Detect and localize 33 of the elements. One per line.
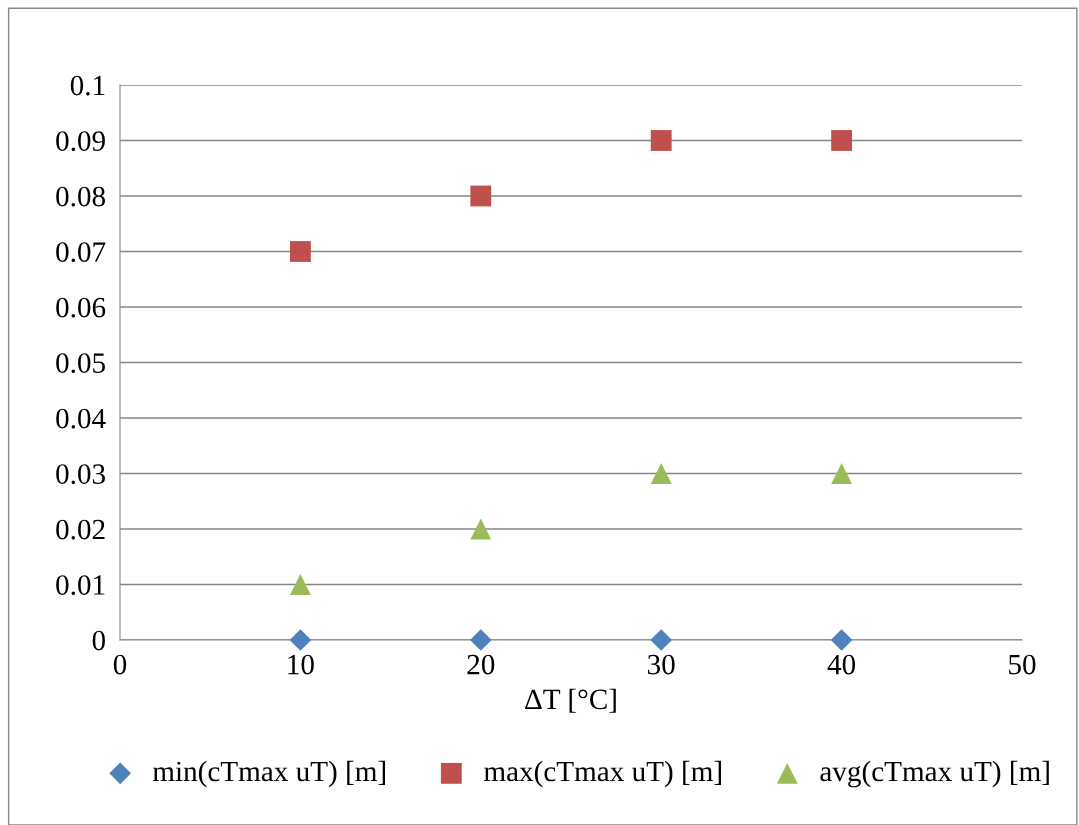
y-tick-label: 0.03 <box>56 464 105 485</box>
legend-label: max(cTmax uT) [m] <box>484 760 721 788</box>
x-axis-title: ΔT [°C] <box>525 688 616 713</box>
point <box>831 463 853 484</box>
point <box>289 241 311 262</box>
x-tick-label: 0 <box>113 654 127 675</box>
y-tick-label: 0.01 <box>56 575 105 596</box>
point <box>289 574 311 595</box>
point <box>650 463 672 484</box>
point <box>650 130 672 151</box>
point <box>830 629 853 651</box>
y-tick-label: 0.04 <box>56 408 106 429</box>
y-tick-label: 0.05 <box>56 353 105 374</box>
y-tick-label: 0.02 <box>56 519 105 540</box>
x-tick-label: 40 <box>827 654 856 675</box>
legend-label: min(cTmax uT) [m] <box>152 760 385 788</box>
y-tick-label: 0.1 <box>70 75 105 96</box>
y-tick-label: 0.08 <box>56 186 105 207</box>
point <box>470 629 492 651</box>
y-tick-label: 0.06 <box>56 297 106 318</box>
point <box>289 629 312 651</box>
point <box>831 130 853 151</box>
y-tick-label: 0.07 <box>56 242 106 263</box>
y-tick-label: 0.09 <box>56 131 105 152</box>
x-tick-label: 30 <box>648 654 675 675</box>
legend-label: avg(cTmax uT) [m] <box>820 760 1049 788</box>
point <box>650 629 672 651</box>
point <box>470 185 492 207</box>
x-tick-label: 10 <box>288 654 314 675</box>
x-tick-label: 50 <box>1009 654 1036 675</box>
y-tick-label: 0 <box>92 630 105 651</box>
x-tick-label: 20 <box>467 654 495 675</box>
point <box>470 518 492 540</box>
